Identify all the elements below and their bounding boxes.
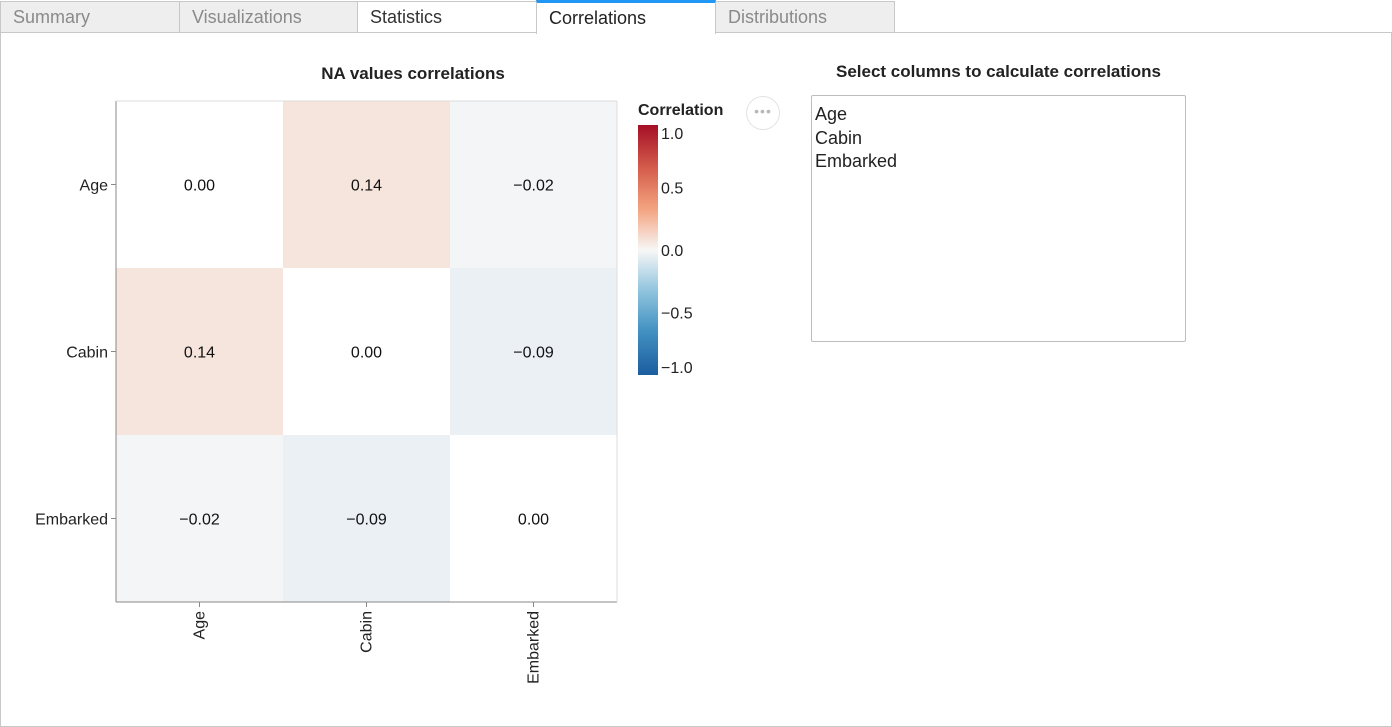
legend-color-ramp [638, 125, 658, 375]
y-tick-label-age: Age [80, 178, 109, 195]
legend-ticks: 1.0 0.5 0.0 −0.5 −1.0 [661, 126, 693, 377]
column-select-title: Select columns to calculate correlations [835, 62, 1161, 81]
tab-distributions[interactable]: Distributions [715, 1, 895, 32]
cell-label-embarked-age: −0.02 [179, 512, 220, 529]
na-correlation-heatmap: NA values correlations 0.00 0.14 −0.02 0.14… [35, 64, 723, 684]
tab-summary[interactable]: Summary [0, 1, 180, 32]
legend-tick-label-3: −0.5 [661, 306, 693, 323]
heatmap-cell-embarked-cabin [283, 435, 451, 603]
heatmap-cells [116, 101, 618, 603]
cell-label-age-cabin: 0.14 [351, 178, 382, 195]
chart-menu-button[interactable]: ••• [746, 96, 780, 130]
y-axis-ticks: Age Cabin Embarked [35, 178, 116, 529]
heatmap-cell-age-cabin [283, 101, 451, 269]
cell-label-age-embarked: −0.02 [513, 178, 554, 195]
cell-label-cabin-age: 0.14 [184, 345, 215, 362]
legend-tick-label-2: 0.0 [661, 243, 683, 260]
tab-visualizations[interactable]: Visualizations [179, 1, 358, 32]
column-option-age[interactable]: Age [815, 104, 848, 124]
tab-correlations[interactable]: Correlations [536, 0, 716, 34]
heatmap-cell-embarked-age [116, 435, 284, 603]
cell-label-embarked-cabin: −0.09 [346, 512, 387, 529]
cell-label-age-age: 0.00 [184, 178, 215, 195]
heatmap-cell-cabin-age [116, 268, 284, 436]
legend-tick-label-1: 0.5 [661, 181, 683, 198]
column-option-cabin[interactable]: Cabin [815, 127, 863, 148]
legend-tick-label-4: −1.0 [661, 360, 693, 377]
x-axis-ticks: Age Cabin Embarked [192, 602, 543, 684]
heatmap-cell-age-embarked [450, 101, 618, 269]
cell-label-cabin-cabin: 0.00 [351, 345, 382, 362]
column-option-embarked[interactable]: Embarked [815, 151, 898, 171]
tab-statistics[interactable]: Statistics [357, 1, 537, 32]
heatmap-cell-cabin-cabin [283, 268, 451, 436]
chart-title: NA values correlations [321, 64, 505, 83]
more-options-icon: ••• [754, 103, 772, 119]
y-tick-label-embarked: Embarked [35, 512, 108, 529]
heatmap-cell-age-age [116, 101, 284, 269]
heatmap-cell-embarked-embarked [450, 435, 618, 603]
tab-bar: Summary Visualizations Statistics Correl… [0, 0, 1392, 34]
heatmap-cell-cabin-embarked [450, 268, 618, 436]
x-tick-label-age: Age [192, 611, 209, 640]
column-multiselect[interactable]: Age Cabin Embarked [811, 95, 1186, 342]
legend-tick-label-0: 1.0 [661, 126, 683, 143]
x-tick-label-embarked: Embarked [526, 611, 543, 684]
cell-label-cabin-embarked: −0.09 [513, 345, 554, 362]
y-tick-label-cabin: Cabin [66, 345, 108, 362]
cell-label-embarked-embarked: 0.00 [518, 512, 549, 529]
x-tick-label-cabin: Cabin [359, 611, 376, 653]
legend-title: Correlation [638, 102, 723, 119]
heatmap-cell-labels: 0.00 0.14 −0.02 0.14 0.00 −0.09 −0.02 −0.09 0.00 [179, 178, 554, 529]
